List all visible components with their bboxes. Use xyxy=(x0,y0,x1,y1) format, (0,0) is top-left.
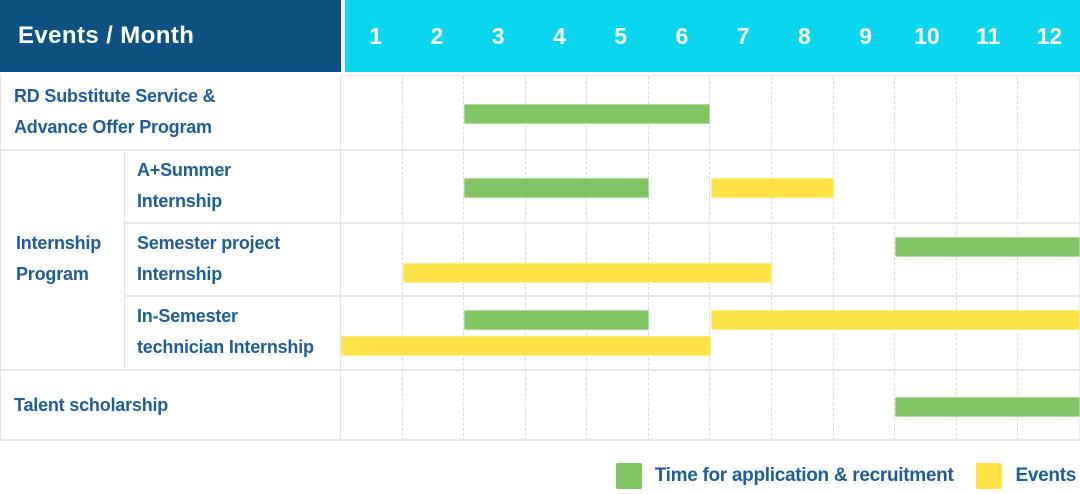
gantt-bar-event xyxy=(710,310,1080,330)
month-header-8: 8 xyxy=(797,22,811,49)
gantt-bar-event xyxy=(341,336,711,356)
table-bottom-border xyxy=(0,439,1080,441)
month-header-5: 5 xyxy=(614,22,628,49)
month-header-9: 9 xyxy=(859,22,873,49)
month-header-12: 12 xyxy=(1036,22,1063,49)
label-subcolumn-divider xyxy=(124,149,125,369)
gantt-bar-application xyxy=(464,177,649,198)
table-corner-header: Events / Month xyxy=(0,0,341,72)
gantt-bar-application xyxy=(464,310,649,330)
row-label-line: Semester project xyxy=(137,232,280,253)
gantt-bar-application xyxy=(895,397,1080,417)
gantt-bar-application xyxy=(895,236,1080,257)
month-header-11: 11 xyxy=(975,22,1001,49)
row-label-line: technician Internship xyxy=(137,337,314,357)
row-label-a-plus-summer-internship: A+Summer Internship xyxy=(124,149,341,222)
row-group-label-internship-program: Internship Program xyxy=(0,149,124,369)
row-label-in-semester-technician-internship: In-Semester technician Internship xyxy=(124,295,341,369)
month-column xyxy=(1018,76,1079,441)
row-label-line: In-Semester xyxy=(137,306,238,326)
row-label-talent-scholarship: Talent scholarship xyxy=(0,369,341,441)
legend: Time for application & recruitment Event… xyxy=(615,462,1076,489)
gantt-bar-event xyxy=(402,262,773,283)
gantt-bar-application xyxy=(464,104,711,124)
legend-label-application: Time for application & recruitment xyxy=(654,464,954,486)
month-header-7: 7 xyxy=(736,22,750,49)
row-label-line: Program xyxy=(16,264,89,284)
row-label-line: RD Substitute Service & xyxy=(14,86,216,106)
month-column xyxy=(464,76,526,441)
month-header-3: 3 xyxy=(491,22,505,49)
month-header-6: 6 xyxy=(675,22,689,49)
legend-swatch-events xyxy=(976,462,1003,489)
month-column xyxy=(710,76,773,441)
table-left-border xyxy=(0,75,1,441)
row-label-line: Internship xyxy=(137,190,223,211)
gantt-track xyxy=(341,75,1080,441)
row-label-rd-substitute-service: RD Substitute Service & Advance Offer Pr… xyxy=(0,75,341,149)
month-column xyxy=(341,76,403,441)
month-column xyxy=(957,76,1019,441)
month-grid xyxy=(341,76,1079,441)
month-column xyxy=(834,76,896,441)
grid-row-line xyxy=(0,149,1080,151)
row-label-semester-project-internship: Semester project Internship xyxy=(124,222,341,295)
grid-row-line xyxy=(0,369,1080,371)
grid-row-line xyxy=(124,222,1080,224)
month-column xyxy=(403,76,465,441)
month-column xyxy=(526,76,588,441)
month-header-10: 10 xyxy=(914,22,940,49)
row-label-line: A+Summer xyxy=(137,159,231,180)
row-label-line: Talent scholarship xyxy=(14,394,169,415)
gantt-bar-event xyxy=(710,177,834,198)
row-label-line: Internship xyxy=(137,263,223,284)
month-header-row: 1 2 3 4 5 6 7 8 9 10 11 12 xyxy=(345,0,1080,72)
month-header-2: 2 xyxy=(430,22,444,49)
row-label-line: Advance Offer Program xyxy=(14,117,212,137)
row-label-line: Internship xyxy=(16,233,102,253)
page-title: Events / Month xyxy=(18,22,195,49)
month-column xyxy=(895,76,957,441)
legend-label-events: Events xyxy=(1015,464,1076,486)
month-column xyxy=(649,76,711,441)
month-column xyxy=(587,76,649,441)
label-track-divider xyxy=(340,75,341,441)
grid-row-line xyxy=(124,295,1080,297)
month-header-1: 1 xyxy=(369,22,383,49)
month-header-4: 4 xyxy=(552,22,566,49)
legend-swatch-application xyxy=(615,462,642,489)
month-column xyxy=(772,76,834,441)
